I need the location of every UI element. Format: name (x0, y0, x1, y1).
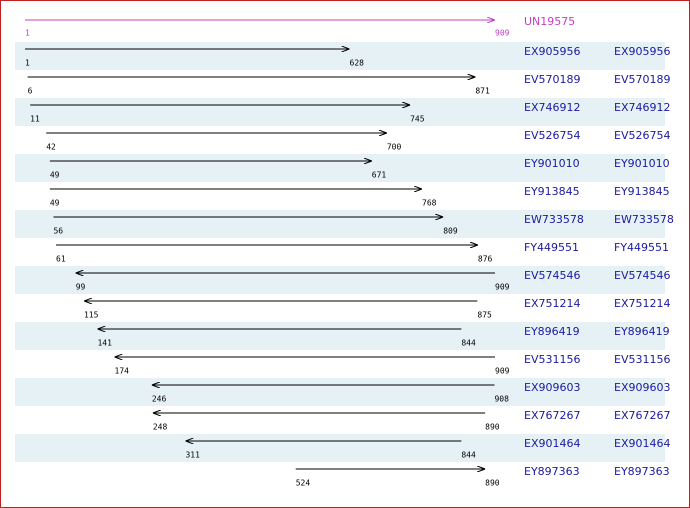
sequence-link[interactable]: EY897363 (614, 465, 670, 478)
row-band (15, 154, 665, 182)
sequence-name[interactable]: EV570189 (524, 73, 580, 86)
sequence-link[interactable]: EY901010 (614, 157, 670, 170)
sequence-name[interactable]: EY901010 (524, 157, 580, 170)
sequence-link[interactable]: EX905956 (614, 45, 670, 58)
sequence-name[interactable]: EX767267 (524, 409, 580, 422)
end-label: 671 (372, 171, 387, 180)
start-label: 311 (185, 451, 200, 460)
end-label: 745 (410, 115, 425, 124)
sequence-link[interactable]: EX751214 (614, 297, 670, 310)
row-band (15, 266, 665, 294)
end-label: 871 (475, 87, 490, 96)
end-label: 628 (350, 59, 365, 68)
reference-end: 909 (495, 29, 510, 38)
row-band (15, 322, 665, 350)
sequence-name[interactable]: EX751214 (524, 297, 580, 310)
start-label: 56 (53, 227, 63, 236)
sequence-name[interactable]: EV574546 (524, 269, 580, 282)
start-label: 246 (152, 395, 167, 404)
sequence-link[interactable]: EX909603 (614, 381, 670, 394)
sequence-name[interactable]: EV531156 (524, 353, 580, 366)
row-band (15, 434, 665, 462)
end-label: 809 (443, 227, 458, 236)
sequence-link[interactable]: EV526754 (614, 129, 670, 142)
end-label: 700 (387, 143, 402, 152)
sequence-name[interactable]: FY449551 (524, 241, 579, 254)
sequence-link[interactable]: EV531156 (614, 353, 670, 366)
sequence-name[interactable]: EX909603 (524, 381, 580, 394)
end-label: 844 (461, 451, 476, 460)
start-label: 6 (28, 87, 33, 96)
sequence-link[interactable]: FY449551 (614, 241, 669, 254)
reference-name: UN19575 (524, 15, 575, 28)
end-label: 876 (478, 255, 493, 264)
sequence-name[interactable]: EY913845 (524, 185, 580, 198)
sequence-name[interactable]: EW733578 (524, 213, 584, 226)
start-label: 61 (56, 255, 66, 264)
end-label: 890 (485, 423, 500, 432)
sequence-link[interactable]: EY896419 (614, 325, 670, 338)
start-label: 141 (97, 339, 112, 348)
sequence-name[interactable]: EV526754 (524, 129, 580, 142)
sequence-name[interactable]: EX905956 (524, 45, 580, 58)
sequence-name[interactable]: EY897363 (524, 465, 580, 478)
start-label: 49 (50, 171, 60, 180)
end-label: 909 (495, 283, 510, 292)
row-band (15, 98, 665, 126)
sequence-link[interactable]: EW733578 (614, 213, 674, 226)
start-label: 174 (115, 367, 130, 376)
sequence-link[interactable]: EX901464 (614, 437, 670, 450)
start-label: 115 (84, 311, 99, 320)
row-band (15, 210, 665, 238)
sequence-name[interactable]: EY896419 (524, 325, 580, 338)
end-label: 909 (495, 367, 510, 376)
reference-start: 1 (25, 29, 30, 38)
end-label: 768 (422, 199, 437, 208)
sequence-link[interactable]: EX767267 (614, 409, 670, 422)
row-band (15, 378, 665, 406)
row-band (15, 42, 665, 70)
end-label: 844 (461, 339, 476, 348)
end-label: 908 (494, 395, 509, 404)
start-label: 11 (30, 115, 40, 124)
start-label: 42 (46, 143, 56, 152)
sequence-name[interactable]: EX901464 (524, 437, 580, 450)
start-label: 248 (153, 423, 168, 432)
start-label: 49 (50, 199, 60, 208)
sequence-link[interactable]: EX746912 (614, 101, 670, 114)
end-label: 875 (477, 311, 492, 320)
sequence-link[interactable]: EY913845 (614, 185, 670, 198)
start-label: 1 (25, 59, 30, 68)
sequence-name[interactable]: EX746912 (524, 101, 580, 114)
sequence-link[interactable]: EV570189 (614, 73, 670, 86)
end-label: 890 (485, 479, 500, 488)
start-label: 99 (76, 283, 86, 292)
sequence-link[interactable]: EV574546 (614, 269, 670, 282)
start-label: 524 (296, 479, 311, 488)
